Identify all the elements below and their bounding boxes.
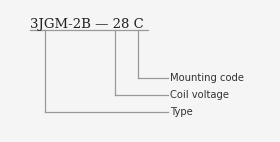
Text: Coil voltage: Coil voltage <box>170 90 229 100</box>
Text: 3JGM-2B — 28 C: 3JGM-2B — 28 C <box>30 18 144 31</box>
Text: Type: Type <box>170 107 193 117</box>
Text: Mounting code: Mounting code <box>170 73 244 83</box>
